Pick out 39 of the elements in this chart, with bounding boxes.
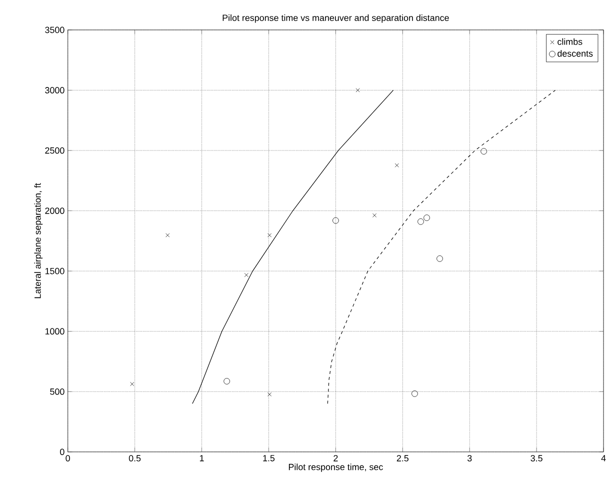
legend-label: climbs xyxy=(558,38,582,45)
x-tick-label: 0.5 xyxy=(128,455,141,462)
y-tick-label: 3000 xyxy=(45,87,64,94)
y-tick-label: 500 xyxy=(50,388,64,395)
x-tick-label: 2.5 xyxy=(396,455,408,462)
y-tick-label: 0 xyxy=(60,448,64,456)
point xyxy=(480,148,487,155)
y-tick-label: 1500 xyxy=(45,268,64,274)
y-tick-label: 1000 xyxy=(45,328,64,335)
x-axis-title: Pilot response time, sec xyxy=(288,464,383,472)
point xyxy=(424,214,430,222)
y-axis-title: Lateral airplane separation, ft xyxy=(34,183,43,298)
point xyxy=(268,392,272,397)
x-tick-label: 0 xyxy=(66,455,70,462)
point xyxy=(224,378,230,385)
legend-label: descents xyxy=(558,50,593,57)
x-tick-label: 1.5 xyxy=(263,455,275,462)
point xyxy=(244,273,248,278)
point xyxy=(394,163,399,168)
y-tick-label: 2000 xyxy=(45,208,64,214)
point xyxy=(418,218,424,225)
x-tick-label: 4 xyxy=(601,455,606,462)
point xyxy=(412,390,418,397)
point xyxy=(166,233,170,238)
point xyxy=(332,217,339,224)
x-tick-label: 3 xyxy=(467,455,472,462)
x-tick-label: 2 xyxy=(334,455,338,462)
point xyxy=(436,256,443,262)
y-tick-label: 2500 xyxy=(45,147,64,154)
x-tick-label: 1 xyxy=(200,455,204,462)
point xyxy=(372,213,377,218)
y-tick-label: 3500 xyxy=(45,26,64,34)
line-series xyxy=(192,90,394,404)
point xyxy=(268,233,272,238)
point xyxy=(130,382,134,386)
x-tick-label: 3.5 xyxy=(530,455,542,462)
line-series xyxy=(327,90,556,404)
point xyxy=(356,88,360,92)
chart-title: Pilot response time vs maneuver and separation distance xyxy=(222,14,449,23)
